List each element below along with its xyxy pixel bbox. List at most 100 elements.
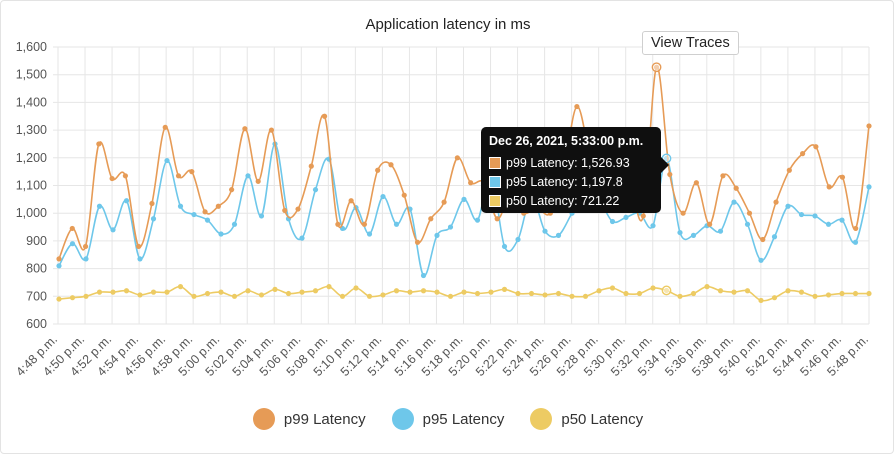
data-point-p99[interactable] [839,174,846,180]
data-point-p50[interactable] [312,288,319,294]
data-point-p50[interactable] [636,290,643,297]
data-point-p50[interactable] [623,290,629,297]
data-point-p95[interactable] [785,203,791,209]
data-point-p50[interactable] [812,293,818,299]
data-point-p95[interactable] [474,217,481,223]
data-point-p99[interactable] [162,124,168,130]
data-point-p50[interactable] [339,293,346,299]
data-point-p99[interactable] [746,210,753,216]
data-point-p95[interactable] [245,173,251,179]
data-point-p50[interactable] [164,289,170,295]
data-point-p95[interactable] [758,257,764,263]
data-point-p99[interactable] [282,207,288,214]
data-point-p50[interactable] [555,290,562,297]
data-point-p50[interactable] [366,293,373,299]
data-point-p50[interactable] [690,290,697,297]
data-point-p95[interactable] [461,196,467,202]
data-point-p99[interactable] [82,243,89,250]
data-point-p50[interactable] [785,288,791,294]
data-point-p99[interactable] [321,113,328,119]
data-point-p99[interactable] [136,243,142,250]
data-point-p50[interactable] [839,290,845,297]
data-point-p95[interactable] [866,184,872,190]
data-point-p50[interactable] [596,288,602,294]
data-point-p95[interactable] [677,229,683,236]
data-point-p95[interactable] [731,199,737,205]
data-point-p99[interactable] [375,167,381,173]
data-point-p99[interactable] [255,178,261,184]
data-point-p50[interactable] [150,289,157,295]
data-point-p50[interactable] [326,284,332,290]
data-point-p95[interactable] [825,221,832,227]
data-point-p99[interactable] [175,173,182,179]
data-point-p99[interactable] [733,185,739,191]
data-point-p50[interactable] [353,285,359,291]
data-point-p99[interactable] [149,200,155,207]
data-point-p99[interactable] [773,199,779,205]
data-point-p95[interactable] [852,239,859,245]
data-point-p50[interactable] [69,295,76,301]
data-point-p95[interactable] [542,228,548,234]
data-point-p99[interactable] [229,187,235,193]
data-point-p99[interactable] [693,180,699,186]
data-point-p50[interactable] [231,293,238,299]
data-point-p99[interactable] [454,155,460,161]
data-point-p99[interactable] [242,126,248,132]
data-point-p95[interactable] [164,157,170,164]
data-point-p50[interactable] [798,289,805,295]
data-point-p50[interactable] [380,292,386,298]
data-point-p50[interactable] [744,288,751,294]
data-point-p99[interactable] [295,206,301,212]
data-point-p50[interactable] [299,289,305,295]
data-point-p95[interactable] [690,232,697,238]
data-point-p50[interactable] [56,296,62,302]
data-point-p95[interactable] [299,235,305,241]
data-point-p50[interactable] [258,292,265,298]
data-point-p95[interactable] [218,231,224,237]
data-point-p50[interactable] [758,297,764,304]
data-point-p50[interactable] [110,289,116,295]
data-point-p99[interactable] [441,199,447,205]
data-point-p99[interactable] [215,203,221,209]
data-point-p99[interactable] [388,162,394,168]
data-point-p99[interactable] [866,123,872,129]
data-point-p50[interactable] [704,284,710,290]
data-point-p50[interactable] [515,290,521,297]
data-point-p95[interactable] [366,231,373,237]
data-point-p50[interactable] [852,290,859,297]
data-point-p99[interactable] [56,256,62,262]
data-point-p50[interactable] [825,292,832,298]
data-point-p50[interactable] [609,285,616,291]
data-point-p50[interactable] [245,288,251,294]
data-point-p99[interactable] [308,163,314,169]
data-point-p95[interactable] [191,211,197,218]
data-point-p50[interactable] [474,290,481,297]
data-point-p95[interactable] [623,214,629,220]
data-point-p99[interactable] [720,173,726,179]
data-point-p95[interactable] [177,203,184,209]
data-point-p95[interactable] [771,234,778,240]
data-point-p99[interactable] [800,151,806,157]
data-point-p50[interactable] [771,295,778,301]
data-point-p95[interactable] [501,243,508,250]
data-point-p95[interactable] [110,227,116,233]
data-point-p95[interactable] [69,241,76,247]
view-traces-button[interactable]: View Traces [642,31,739,55]
data-point-p50[interactable] [488,289,494,295]
data-point-p50[interactable] [407,289,413,295]
data-point-p99[interactable] [574,103,580,110]
data-point-p50[interactable] [461,289,467,295]
data-point-p99[interactable] [826,184,832,190]
data-point-p99[interactable] [667,171,673,178]
data-point-p99[interactable] [468,180,474,186]
data-point-p99[interactable] [109,175,115,182]
data-point-p99[interactable] [680,210,686,216]
data-point-p95[interactable] [515,236,521,243]
data-point-p95[interactable] [231,221,238,227]
data-point-p95[interactable] [555,232,562,238]
data-point-p50[interactable] [96,289,103,295]
data-point-p50[interactable] [272,286,278,292]
data-point-p99[interactable] [853,225,859,232]
data-point-p99[interactable] [122,173,128,179]
data-point-p95[interactable] [609,218,616,225]
